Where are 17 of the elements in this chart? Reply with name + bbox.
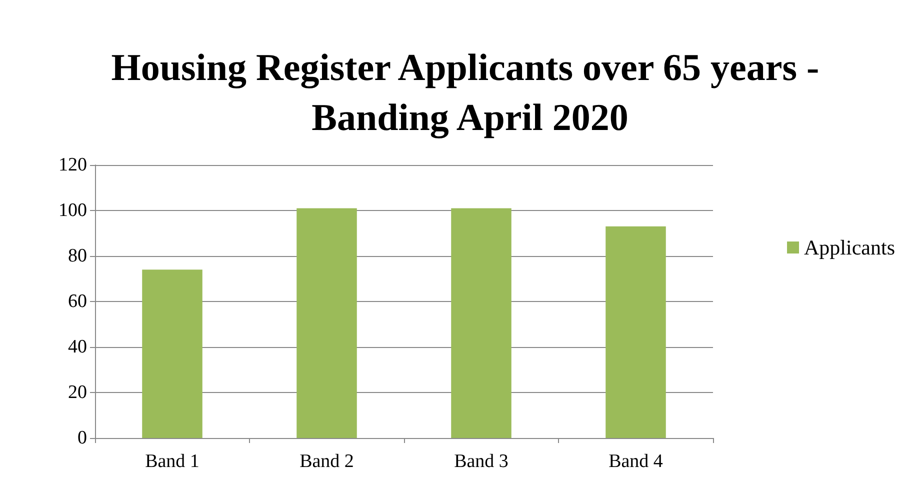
y-tick-label: 20 <box>68 382 87 403</box>
legend-label: Applicants <box>804 236 895 260</box>
y-tick-label: 40 <box>68 336 87 358</box>
chart-title: Housing Register Applicants over 65 years - Banding April 2020 <box>111 47 829 139</box>
y-tick-label: 0 <box>78 428 87 448</box>
bar <box>296 208 357 438</box>
bar <box>451 208 512 438</box>
y-tick-label: 120 <box>58 154 87 176</box>
y-tick-label: 60 <box>68 291 87 312</box>
x-tick-label: Band 2 <box>300 451 354 472</box>
x-tick-label: Band 1 <box>145 451 200 472</box>
x-tick-label: Band 4 <box>608 451 664 472</box>
y-tick-label: 100 <box>58 200 87 221</box>
x-tick-label: Band 3 <box>454 451 508 472</box>
bar <box>606 226 666 438</box>
bar <box>142 270 202 438</box>
y-tick-label: 80 <box>68 246 87 266</box>
